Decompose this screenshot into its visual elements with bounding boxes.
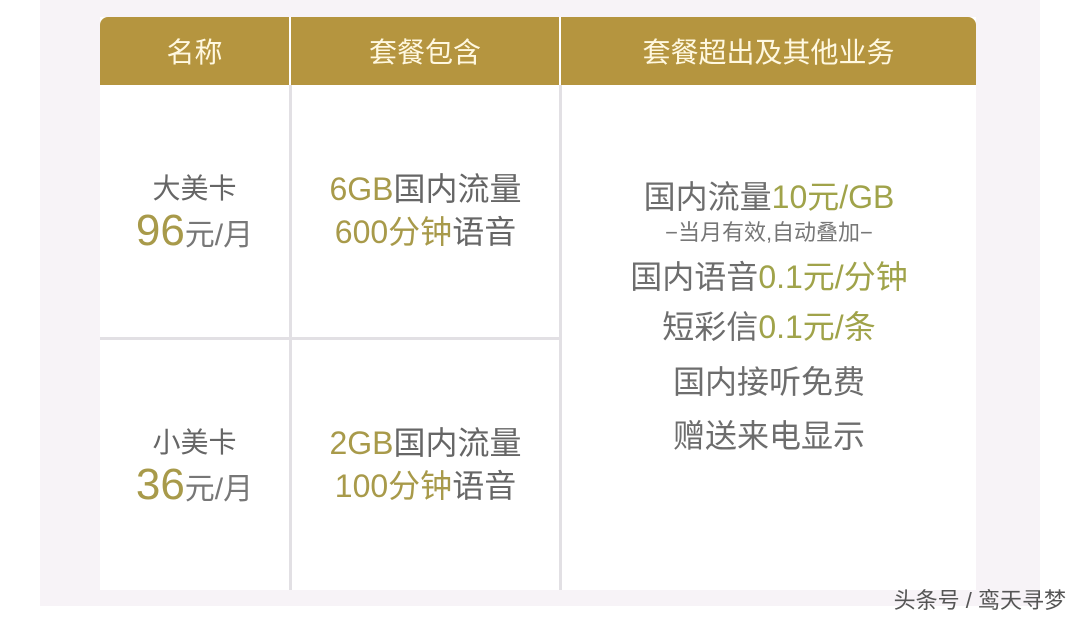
- package-data: 6GB国内流量: [329, 168, 521, 211]
- divider: [100, 337, 559, 340]
- package-data: 2GB国内流量: [329, 422, 521, 465]
- voice-label: 语音: [452, 214, 517, 250]
- header-extras: 套餐超出及其他业务: [561, 17, 976, 85]
- watermark: 头条号 / 鸾天寻梦: [893, 588, 1066, 613]
- divider: [559, 85, 562, 590]
- extras-cell: 国内流量10元/GB −当月有效,自动叠加− 国内语音0.1元/分钟 短彩信0.…: [562, 177, 976, 517]
- label: 国内流量: [643, 179, 772, 215]
- package-voice: 100分钟语音: [335, 465, 516, 508]
- plan-table: 名称 套餐包含 套餐超出及其他业务 大美卡 96元/月 6GB国内流量 600分…: [100, 17, 976, 590]
- data-amount: 6GB: [329, 170, 394, 207]
- price-unit: 元/月: [184, 472, 254, 506]
- voice-label: 语音: [452, 468, 517, 504]
- header-name: 名称: [100, 17, 289, 85]
- extra-voice: 国内语音0.1元/分钟: [630, 257, 907, 299]
- plan-price: 36元/月: [135, 459, 254, 509]
- voice-amount: 100分钟: [334, 468, 453, 504]
- data-label: 国内流量: [393, 170, 522, 207]
- plan-name-cell: 小美卡 36元/月: [100, 340, 289, 590]
- extra-incoming: 国内接听免费: [672, 364, 865, 401]
- extra-caller-id: 赠送来电显示: [672, 417, 865, 454]
- plan-package-cell: 6GB国内流量 600分钟语音: [292, 85, 559, 337]
- price: 10元/GB: [771, 179, 895, 215]
- plan-price: 96元/月: [135, 205, 254, 255]
- label: 国内语音: [630, 259, 759, 296]
- price-value: 96: [135, 205, 185, 255]
- price-unit: 元/月: [184, 218, 254, 252]
- header-package: 套餐包含: [291, 17, 559, 85]
- plan-name: 大美卡: [152, 172, 237, 204]
- price: 0.1元/条: [758, 308, 876, 345]
- label: 短彩信: [662, 308, 759, 345]
- extra-sms: 短彩信0.1元/条: [662, 307, 875, 349]
- plan-package-cell: 2GB国内流量 100分钟语音: [292, 340, 559, 590]
- price: 0.1元/分钟: [758, 259, 908, 296]
- extra-data-note: −当月有效,自动叠加−: [665, 219, 873, 245]
- data-label: 国内流量: [393, 424, 522, 461]
- extra-data: 国内流量10元/GB: [644, 177, 895, 219]
- plan-name-cell: 大美卡 96元/月: [100, 85, 289, 337]
- plan-name: 小美卡: [152, 426, 237, 458]
- voice-amount: 600分钟: [334, 214, 453, 250]
- data-amount: 2GB: [329, 424, 394, 461]
- price-value: 36: [135, 459, 185, 509]
- package-voice: 600分钟语音: [335, 211, 516, 254]
